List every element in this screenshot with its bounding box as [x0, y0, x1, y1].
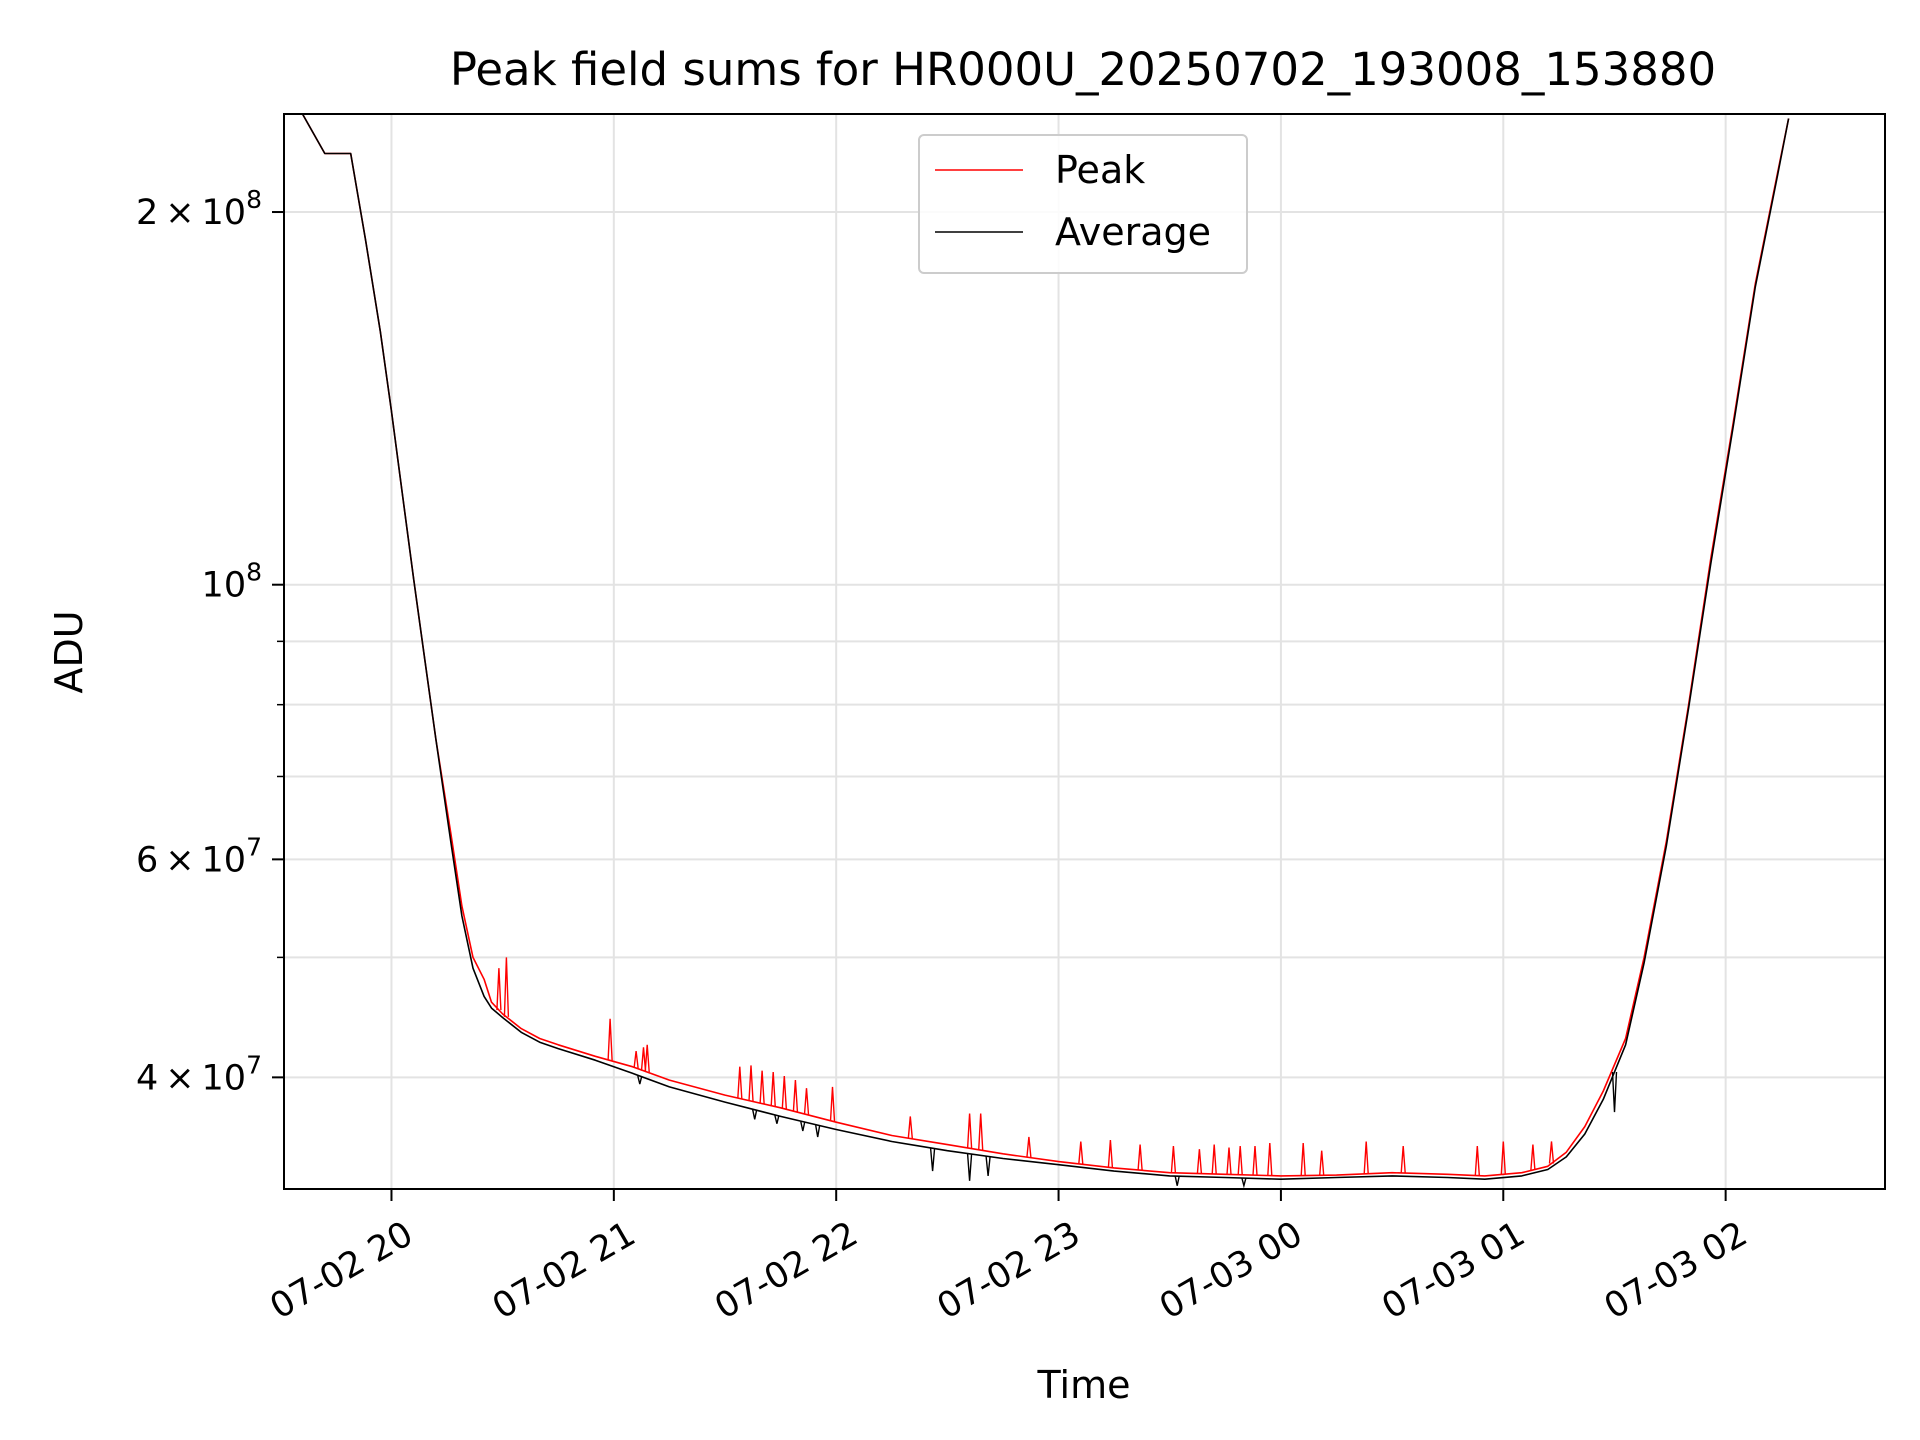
spike-peak: [607, 1018, 613, 1061]
spike-peak: [1252, 1146, 1258, 1176]
y-tick-label: 6 × 107: [136, 832, 262, 880]
spike-peak: [748, 1065, 754, 1102]
spike-peak: [978, 1113, 984, 1151]
spike-peak: [770, 1071, 776, 1107]
spike-peak: [1137, 1144, 1143, 1171]
spike-peak: [966, 1113, 973, 1149]
spike-average: [929, 1148, 936, 1172]
series-line-average: [301, 114, 1790, 1180]
spike-peak: [1170, 1146, 1177, 1173]
spike-average: [815, 1125, 821, 1138]
y-axis: 4 × 107 6 × 107 108 2 × 108: [136, 185, 284, 1098]
series-layer: [301, 114, 1790, 1189]
spike-peak: [781, 1075, 787, 1109]
spike-peak: [1237, 1146, 1243, 1175]
spike-peak: [644, 1044, 650, 1073]
spike-average: [774, 1115, 780, 1124]
y-axis-label: ADU: [47, 610, 91, 693]
plot-frame: [283, 113, 1886, 1190]
spike-average: [1611, 1071, 1618, 1113]
spike-peak: [829, 1086, 836, 1122]
spike-average: [752, 1109, 758, 1120]
legend-peak-label: Peak: [1055, 148, 1145, 192]
spike-average: [800, 1121, 806, 1132]
spike-peak: [737, 1066, 743, 1099]
spike-peak: [1196, 1149, 1203, 1174]
spike-peak: [803, 1088, 810, 1115]
legend: Peak Average: [918, 134, 1248, 274]
spike-peak: [633, 1051, 639, 1069]
spike-peak: [1078, 1141, 1084, 1165]
spike-peak: [496, 968, 502, 1011]
legend-average-label: Average: [1055, 210, 1211, 254]
spike-peak: [1107, 1139, 1114, 1168]
spike-average: [1174, 1175, 1180, 1186]
chart-title: Peak field sums for HR000U_20250702_1930…: [450, 43, 1716, 96]
spike-peak: [1226, 1147, 1232, 1175]
series-peak: [301, 114, 1790, 1177]
spike-average: [966, 1153, 973, 1181]
spike-peak: [792, 1080, 799, 1112]
y-minor-ticks: [277, 640, 284, 959]
spike-peak: [759, 1070, 765, 1104]
spike-peak: [907, 1116, 913, 1139]
spike-peak: [1548, 1141, 1555, 1164]
spike-peak: [1300, 1142, 1306, 1176]
x-axis-label: Time: [1037, 1363, 1131, 1407]
spike-peak: [503, 957, 510, 1017]
spike-peak: [1400, 1146, 1406, 1174]
spike-peak: [1026, 1136, 1032, 1158]
series-average: [301, 114, 1790, 1189]
spike-peak: [1363, 1141, 1369, 1174]
spike-average: [985, 1156, 991, 1176]
spike-average: [637, 1075, 643, 1085]
y-tick-label: 108: [202, 558, 262, 606]
spike-peak: [1211, 1144, 1217, 1175]
spike-peak: [1500, 1141, 1506, 1175]
spike-peak: [1530, 1144, 1536, 1171]
spike-peak: [1474, 1146, 1480, 1176]
y-tick-label: 2 × 108: [136, 185, 262, 233]
spike-peak: [1319, 1150, 1325, 1176]
spike-peak: [640, 1047, 647, 1071]
spike-peak: [1267, 1142, 1273, 1176]
spike-average: [1241, 1177, 1247, 1189]
y-tick-label: 4 × 107: [136, 1050, 262, 1098]
